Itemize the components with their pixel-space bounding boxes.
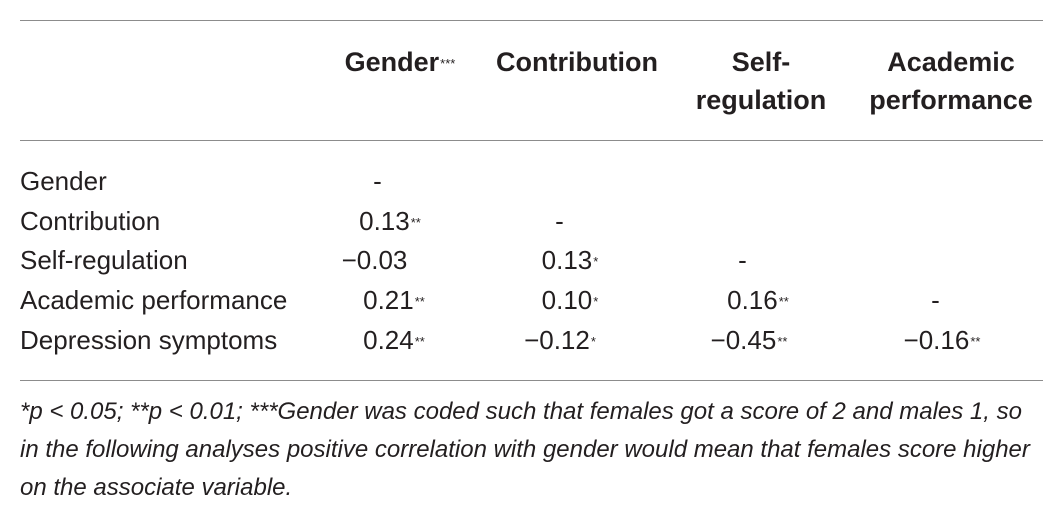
cell-academic-gender: 0.21** — [294, 280, 494, 320]
cell-mark: ** — [414, 334, 425, 349]
column-header-academic-performance: Academic performance — [851, 43, 1051, 119]
cell-academic-academic: - — [836, 280, 1036, 320]
cell-mark: * — [590, 334, 596, 349]
column-header-contribution: Contribution — [477, 43, 677, 81]
column-header-academic-line2: performance — [869, 85, 1033, 115]
cell-mark: * — [593, 254, 599, 269]
column-header-gender-mark: *** — [440, 56, 456, 71]
row-label-contribution: Contribution — [20, 206, 161, 236]
column-header-self-regulation-line1: Self- — [731, 47, 791, 77]
column-header-self-regulation-line2: regulation — [695, 85, 827, 115]
cell-self-regulation-contribution: 0.13* — [470, 240, 670, 280]
cell-value: 0.16 — [727, 285, 778, 315]
cell-value: −0.12 — [524, 325, 590, 355]
cell-mark: ** — [970, 334, 981, 349]
cell-value: 0.13 — [541, 245, 593, 275]
cell-self-regulation-self-regulation: - — [643, 240, 843, 280]
cell-depression-contribution: −0.12* — [460, 320, 660, 360]
cell-mark: ** — [778, 294, 789, 309]
cell-value: - — [931, 285, 940, 315]
cell-value: −0.16 — [903, 325, 970, 355]
cell-mark: * — [593, 294, 599, 309]
cell-self-regulation-gender: −0.03 — [275, 240, 475, 280]
table-bottom-rule — [20, 380, 1043, 381]
column-header-gender: Gender*** — [300, 43, 500, 81]
column-header-academic-line1: Academic — [887, 47, 1015, 77]
row-label-academic-performance: Academic performance — [20, 285, 288, 315]
cell-mark: ** — [410, 215, 421, 230]
cell-contribution-gender: 0.13** — [290, 201, 490, 241]
table-top-rule — [20, 20, 1043, 21]
cell-value: −0.45 — [710, 325, 777, 355]
cell-value: - — [738, 245, 747, 275]
cell-depression-gender: 0.24** — [294, 320, 494, 360]
column-header-contribution-label: Contribution — [496, 47, 658, 77]
cell-academic-contribution: 0.10* — [470, 280, 670, 320]
cell-gender-gender: - — [278, 161, 478, 201]
cell-mark: ** — [777, 334, 788, 349]
cell-value: - — [373, 166, 382, 196]
cell-value: - — [555, 206, 564, 236]
table-header-rule — [20, 140, 1043, 141]
row-label-depression-symptoms: Depression symptoms — [20, 325, 278, 355]
row-label-self-regulation: Self-regulation — [20, 245, 188, 275]
cell-value: 0.24 — [363, 325, 414, 355]
cell-value: −0.03 — [341, 245, 408, 275]
cell-value: 0.10 — [541, 285, 593, 315]
column-header-self-regulation: Self- regulation — [661, 43, 861, 119]
table-footnote: *p < 0.05; **p < 0.01; ***Gender was cod… — [20, 398, 1030, 501]
cell-contribution-contribution: - — [460, 201, 660, 241]
cell-depression-self-regulation: −0.45** — [649, 320, 849, 360]
cell-academic-self-regulation: 0.16** — [658, 280, 858, 320]
row-label-gender: Gender — [20, 166, 107, 196]
cell-value: 0.21 — [363, 285, 414, 315]
cell-mark: ** — [414, 294, 425, 309]
cell-value: 0.13 — [359, 206, 410, 236]
cell-depression-academic: −0.16** — [842, 320, 1042, 360]
column-header-gender-label: Gender — [344, 47, 440, 77]
